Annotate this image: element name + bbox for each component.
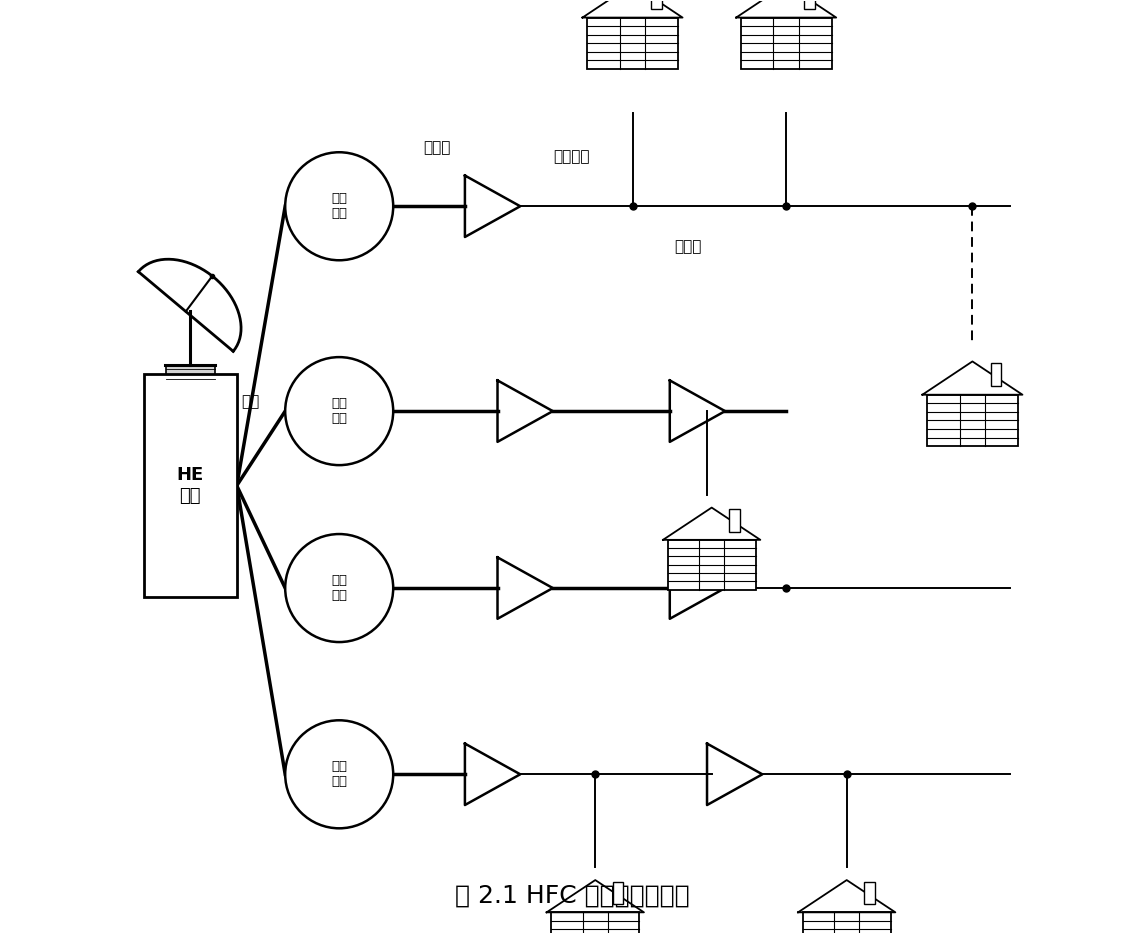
Bar [927, 395, 1018, 446]
Bar [865, 882, 875, 904]
Bar [804, 0, 816, 9]
Text: 光纤
节点: 光纤 节点 [332, 192, 347, 220]
Bar [587, 18, 678, 69]
Text: 光纤
节点: 光纤 节点 [332, 760, 347, 788]
Bar [668, 540, 756, 589]
Text: HE
前端: HE 前端 [176, 466, 204, 505]
Bar [166, 364, 215, 384]
Circle shape [285, 152, 394, 261]
Bar [991, 363, 1001, 387]
Circle shape [285, 357, 394, 465]
Text: 引入线: 引入线 [675, 239, 702, 254]
Text: 同轴电缆: 同轴电缆 [554, 149, 590, 164]
Text: 光纤
节点: 光纤 节点 [332, 574, 347, 602]
Text: 光纤: 光纤 [241, 394, 260, 409]
Bar [651, 0, 661, 9]
Text: 光纤
节点: 光纤 节点 [332, 397, 347, 425]
Bar [551, 913, 639, 934]
Circle shape [285, 534, 394, 642]
Bar [803, 913, 891, 934]
Text: 放大器: 放大器 [423, 140, 451, 155]
Bar [144, 374, 237, 598]
Bar [613, 882, 623, 904]
Text: 图 2.1 HFC 接入网典型结构: 图 2.1 HFC 接入网典型结构 [454, 884, 690, 907]
Circle shape [285, 720, 394, 828]
Bar [741, 18, 832, 69]
Bar [729, 509, 740, 531]
